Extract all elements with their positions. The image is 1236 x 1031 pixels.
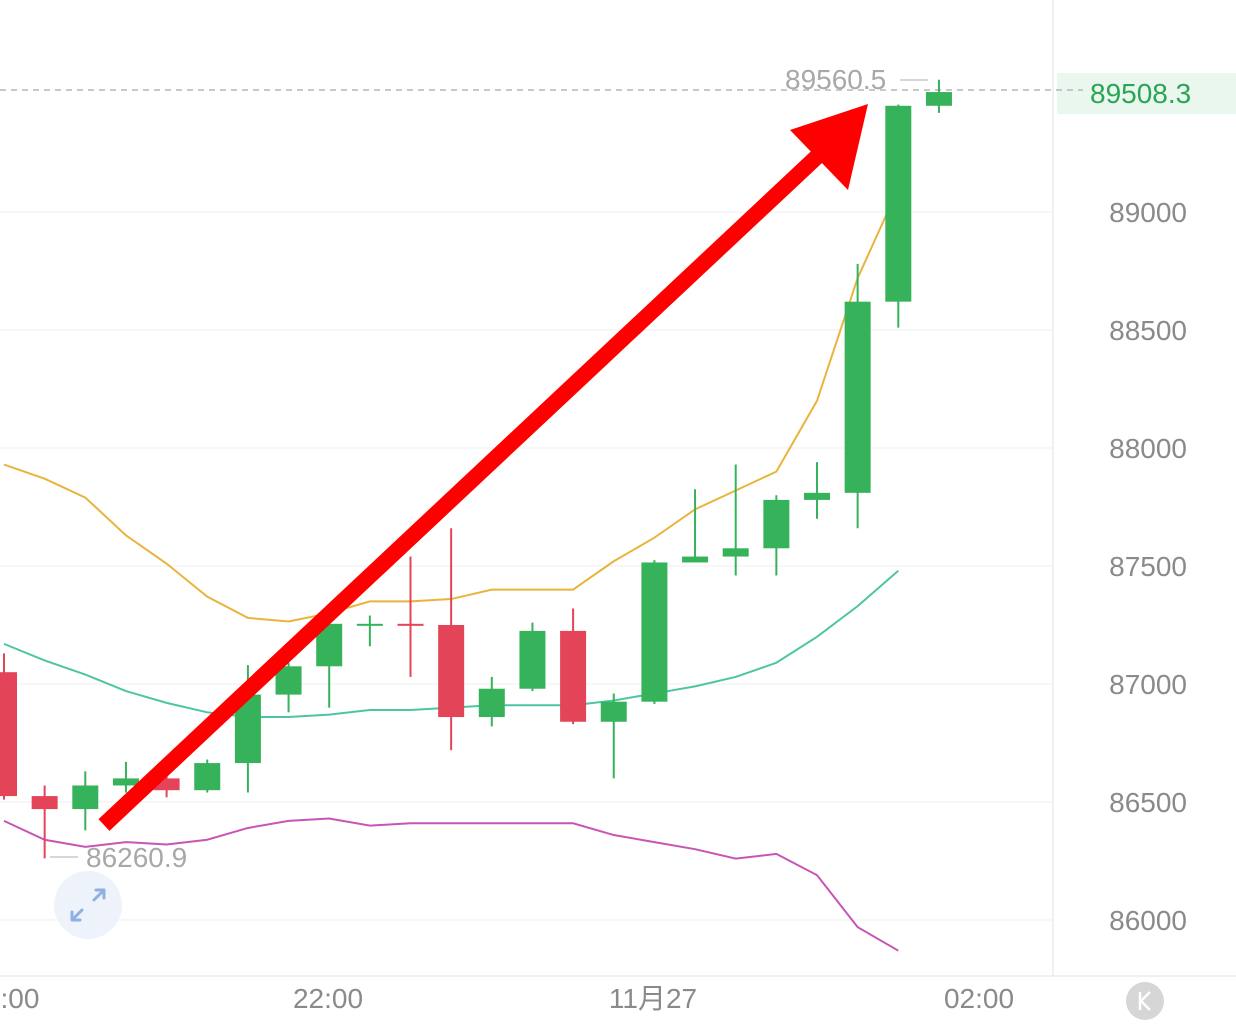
candle-body — [763, 499, 790, 549]
candle-body — [722, 548, 749, 557]
trend-arrow — [98, 104, 868, 831]
candle-body — [397, 623, 424, 626]
candle-body — [438, 625, 465, 718]
candle-body — [925, 92, 952, 106]
candle-body — [885, 105, 912, 302]
candle-body — [682, 556, 709, 563]
candle-body — [641, 562, 668, 702]
expand-button-bg[interactable] — [54, 871, 122, 939]
candle-body — [0, 672, 17, 797]
y-tick-label: 86500 — [1109, 787, 1187, 818]
y-tick-label: 87500 — [1109, 551, 1187, 582]
x-tick-label: 11月27 — [609, 983, 697, 1014]
x-tick-label: 02:00 — [944, 983, 1014, 1014]
arrow-head — [790, 104, 868, 190]
candle-body — [356, 623, 383, 626]
chart-controls — [54, 871, 1164, 1020]
candle-body — [804, 492, 830, 500]
candle-body — [112, 778, 139, 786]
candle-body — [31, 796, 58, 810]
candle-body — [844, 301, 871, 493]
last-price-label: 89508.3 — [1090, 78, 1191, 109]
candle-body — [153, 778, 180, 791]
candles — [0, 79, 952, 859]
kline-button-bg[interactable] — [1126, 982, 1164, 1020]
candle-body — [72, 785, 99, 810]
x-tick-label: :00 — [1, 983, 40, 1014]
candle-body — [478, 688, 505, 718]
y-tick-label: 86000 — [1109, 905, 1187, 936]
k-icon[interactable] — [1138, 991, 1151, 1011]
y-tick-label: 89000 — [1109, 197, 1187, 228]
candle-body — [194, 763, 221, 791]
kline-button[interactable] — [1126, 982, 1164, 1020]
last-price-background — [1057, 73, 1236, 114]
y-tick-label: 88500 — [1109, 315, 1187, 346]
labels: 89560.5 86260.9 89508.3 — [50, 64, 1191, 873]
y-tick-label: 88000 — [1109, 433, 1187, 464]
x-tick-label: 22:00 — [293, 983, 363, 1014]
max-price-label: 89560.5 — [785, 64, 886, 95]
expand-button[interactable] — [54, 871, 122, 939]
expand-icon[interactable] — [70, 888, 106, 922]
min-price-label: 86260.9 — [86, 842, 187, 873]
band-lower-line — [3, 817, 899, 952]
y-tick-label: 87000 — [1109, 669, 1187, 700]
candle-body — [600, 701, 627, 722]
candle-body — [519, 630, 546, 689]
arrow-shaft — [98, 146, 828, 831]
candle-body — [560, 630, 587, 722]
